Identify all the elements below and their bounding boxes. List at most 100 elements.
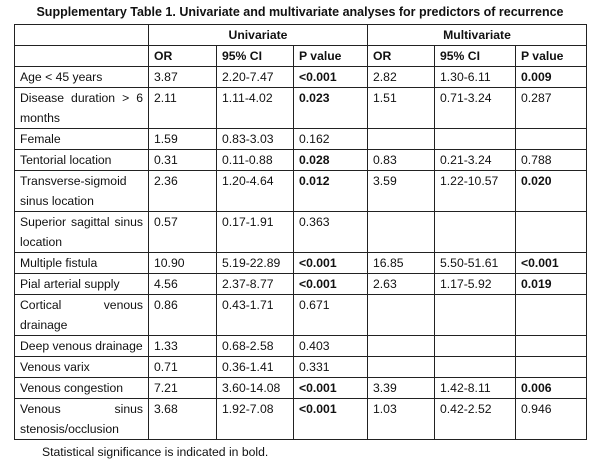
univariate-or: 1.59 bbox=[148, 128, 217, 150]
table-row: Age < 45 years 3.87 2.20-7.47 <0.001 2.82 1.3… bbox=[14, 66, 587, 88]
multivariate-p bbox=[515, 294, 587, 336]
multivariate-or bbox=[367, 356, 435, 378]
predictor-label: Deep venous drainage bbox=[14, 335, 149, 357]
univariate-header: Univariate bbox=[148, 24, 368, 46]
univariate-ci: 1.92-7.08 bbox=[216, 398, 294, 440]
multivariate-ci: 1.42-8.11 bbox=[434, 377, 516, 399]
univariate-ci: 1.11-4.02 bbox=[216, 87, 294, 129]
table-row: Multiple fistula 10.90 5.19-22.89 <0.001 16.… bbox=[14, 252, 587, 274]
univariate-or: 3.68 bbox=[148, 398, 217, 440]
univariate-or: 1.33 bbox=[148, 335, 217, 357]
multivariate-p: 0.009 bbox=[515, 66, 587, 88]
empty-label-header bbox=[14, 45, 149, 67]
univariate-ci: 0.68-2.58 bbox=[216, 335, 294, 357]
univariate-ci: 0.36-1.41 bbox=[216, 356, 294, 378]
univariate-p: 0.162 bbox=[293, 128, 368, 150]
univariate-or: 0.86 bbox=[148, 294, 217, 336]
univariate-ci: 2.37-8.77 bbox=[216, 273, 294, 295]
univariate-or: 7.21 bbox=[148, 377, 217, 399]
multivariate-or: 1.03 bbox=[367, 398, 435, 440]
univariate-ci: 1.20-4.64 bbox=[216, 170, 294, 212]
table-row: Tentorial location 0.31 0.11-0.88 0.028 0.83… bbox=[14, 149, 587, 171]
univariate-or: 10.90 bbox=[148, 252, 217, 274]
multivariate-p: 0.287 bbox=[515, 87, 587, 129]
predictor-label: Superior sagittal sinus location bbox=[14, 211, 149, 253]
multivariate-or bbox=[367, 128, 435, 150]
univariate-p: 0.028 bbox=[293, 149, 368, 171]
univariate-p: 0.403 bbox=[293, 335, 368, 357]
univariate-p: <0.001 bbox=[293, 273, 368, 295]
predictor-label: Venous congestion bbox=[14, 377, 149, 399]
univariate-ci: 0.11-0.88 bbox=[216, 149, 294, 171]
table-row: Venous varix 0.71 0.36-1.41 0.331 bbox=[14, 356, 587, 378]
univariate-or: 2.11 bbox=[148, 87, 217, 129]
u-ci-header: 95% CI bbox=[216, 45, 294, 67]
univariate-ci: 0.83-3.03 bbox=[216, 128, 294, 150]
univariate-or: 0.57 bbox=[148, 211, 217, 253]
multivariate-p bbox=[515, 356, 587, 378]
empty-corner-cell bbox=[14, 24, 149, 46]
predictor-label: Age < 45 years bbox=[14, 66, 149, 88]
univariate-ci: 3.60-14.08 bbox=[216, 377, 294, 399]
table-caption: Supplementary Table 1. Univariate and mu… bbox=[36, 5, 564, 19]
multivariate-p bbox=[515, 335, 587, 357]
univariate-or: 2.36 bbox=[148, 170, 217, 212]
multivariate-p: 0.946 bbox=[515, 398, 587, 440]
multivariate-or: 2.82 bbox=[367, 66, 435, 88]
m-ci-header: 95% CI bbox=[434, 45, 516, 67]
m-or-header: OR bbox=[367, 45, 435, 67]
table-row: Superior sagittal sinus location 0.57 0.17… bbox=[14, 211, 587, 253]
univariate-p: <0.001 bbox=[293, 398, 368, 440]
univariate-ci: 5.19-22.89 bbox=[216, 252, 294, 274]
table-row: Venous congestion 7.21 3.60-14.08 <0.001 3.3… bbox=[14, 377, 587, 399]
predictor-label: Female bbox=[14, 128, 149, 150]
univariate-p: <0.001 bbox=[293, 66, 368, 88]
results-table: Univariate Multivariate OR 95% CI P valu… bbox=[14, 24, 587, 440]
predictor-label: Multiple fistula bbox=[14, 252, 149, 274]
univariate-p: 0.363 bbox=[293, 211, 368, 253]
multivariate-or bbox=[367, 335, 435, 357]
univariate-or: 3.87 bbox=[148, 66, 217, 88]
table-row: Female 1.59 0.83-3.03 0.162 bbox=[14, 128, 587, 150]
multivariate-or: 3.59 bbox=[367, 170, 435, 212]
multivariate-ci: 1.30-6.11 bbox=[434, 66, 516, 88]
multivariate-ci: 0.21-3.24 bbox=[434, 149, 516, 171]
univariate-p: 0.331 bbox=[293, 356, 368, 378]
multivariate-ci bbox=[434, 335, 516, 357]
table-row: Pial arterial supply 4.56 2.37-8.77 <0.001 2… bbox=[14, 273, 587, 295]
predictor-label: Transverse-sigmoid sinus location bbox=[14, 170, 149, 212]
multivariate-ci: 1.22-10.57 bbox=[434, 170, 516, 212]
multivariate-p: 0.020 bbox=[515, 170, 587, 212]
table-row: Disease duration > 6 months 2.11 1.11-4.02… bbox=[14, 87, 587, 129]
multivariate-p: 0.019 bbox=[515, 273, 587, 295]
predictor-label: Cortical venous drainage bbox=[14, 294, 149, 336]
multivariate-or: 3.39 bbox=[367, 377, 435, 399]
footnote: Statistical significance is indicated in… bbox=[42, 445, 269, 459]
predictor-label: Pial arterial supply bbox=[14, 273, 149, 295]
predictor-label: Venous sinus stenosis/occlusion bbox=[14, 398, 149, 440]
table-row: Transverse-sigmoid sinus location 2.36 1.2… bbox=[14, 170, 587, 212]
univariate-or: 0.31 bbox=[148, 149, 217, 171]
multivariate-or: 16.85 bbox=[367, 252, 435, 274]
multivariate-ci bbox=[434, 356, 516, 378]
univariate-p: 0.023 bbox=[293, 87, 368, 129]
m-p-header: P value bbox=[515, 45, 587, 67]
univariate-ci: 0.17-1.91 bbox=[216, 211, 294, 253]
multivariate-p bbox=[515, 128, 587, 150]
univariate-ci: 2.20-7.47 bbox=[216, 66, 294, 88]
multivariate-ci bbox=[434, 294, 516, 336]
univariate-p: <0.001 bbox=[293, 377, 368, 399]
multivariate-p: 0.788 bbox=[515, 149, 587, 171]
multivariate-ci: 5.50-51.61 bbox=[434, 252, 516, 274]
u-p-header: P value bbox=[293, 45, 368, 67]
multivariate-or bbox=[367, 294, 435, 336]
table-row: Deep venous drainage 1.33 0.68-2.58 0.403 bbox=[14, 335, 587, 357]
multivariate-p bbox=[515, 211, 587, 253]
multivariate-ci: 0.71-3.24 bbox=[434, 87, 516, 129]
u-or-header: OR bbox=[148, 45, 217, 67]
multivariate-or: 2.63 bbox=[367, 273, 435, 295]
predictor-label: Tentorial location bbox=[14, 149, 149, 171]
multivariate-or: 1.51 bbox=[367, 87, 435, 129]
multivariate-p: <0.001 bbox=[515, 252, 587, 274]
multivariate-header: Multivariate bbox=[367, 24, 587, 46]
